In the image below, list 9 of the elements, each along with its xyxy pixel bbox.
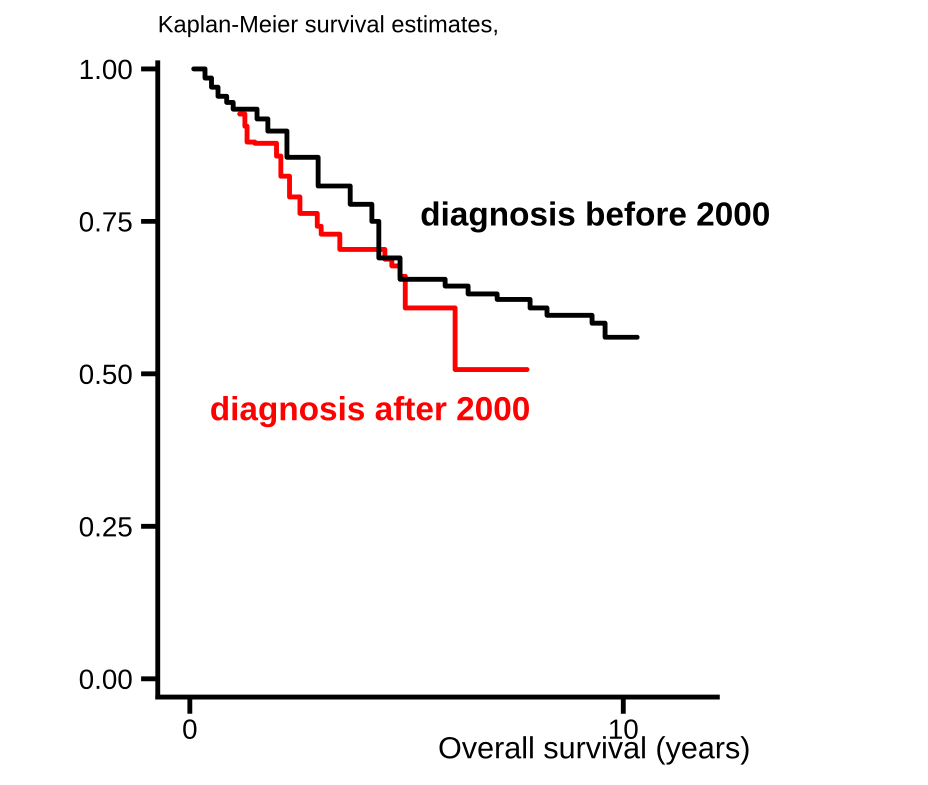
series-label: diagnosis after 2000 — [211, 396, 529, 428]
series-label: diagnosis before 2000 — [422, 201, 769, 233]
y-tick-label: 0.25 — [80, 516, 132, 537]
x-tick-label: 0 — [183, 719, 196, 740]
y-tick-label: 1.00 — [80, 60, 132, 80]
y-tick-label: 0.50 — [80, 364, 132, 384]
chart-title: Kaplan-Meier survival estimates, — [160, 15, 497, 38]
y-tick-label: 0.75 — [80, 212, 132, 232]
y-tick-label: 0.00 — [80, 669, 132, 690]
